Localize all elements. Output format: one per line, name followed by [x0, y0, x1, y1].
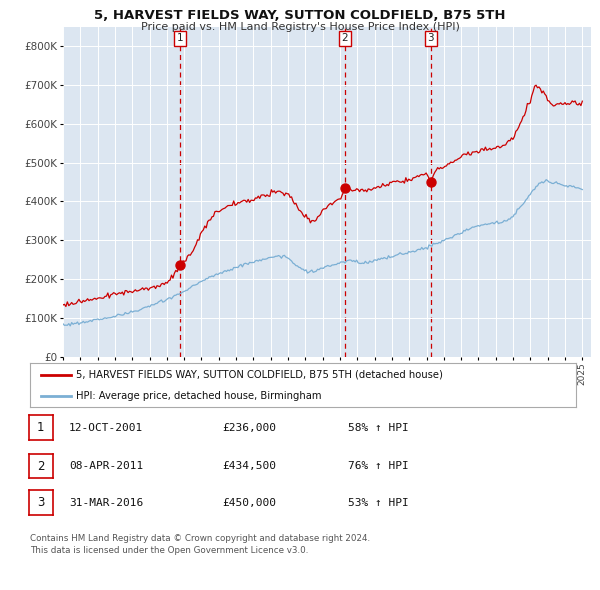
Text: Contains HM Land Registry data © Crown copyright and database right 2024.
This d: Contains HM Land Registry data © Crown c… [30, 534, 370, 555]
Text: 2: 2 [37, 460, 44, 473]
Text: 58% ↑ HPI: 58% ↑ HPI [348, 423, 409, 432]
Text: 1: 1 [177, 33, 184, 43]
Text: £434,500: £434,500 [222, 461, 276, 471]
Text: £450,000: £450,000 [222, 498, 276, 507]
Text: £236,000: £236,000 [222, 423, 276, 432]
Text: 31-MAR-2016: 31-MAR-2016 [69, 498, 143, 507]
Text: 76% ↑ HPI: 76% ↑ HPI [348, 461, 409, 471]
Text: 5, HARVEST FIELDS WAY, SUTTON COLDFIELD, B75 5TH: 5, HARVEST FIELDS WAY, SUTTON COLDFIELD,… [94, 9, 506, 22]
Text: 53% ↑ HPI: 53% ↑ HPI [348, 498, 409, 507]
Text: 08-APR-2011: 08-APR-2011 [69, 461, 143, 471]
Text: HPI: Average price, detached house, Birmingham: HPI: Average price, detached house, Birm… [76, 391, 322, 401]
Text: 5, HARVEST FIELDS WAY, SUTTON COLDFIELD, B75 5TH (detached house): 5, HARVEST FIELDS WAY, SUTTON COLDFIELD,… [76, 370, 443, 380]
Text: 2: 2 [341, 33, 348, 43]
Text: 3: 3 [37, 496, 44, 509]
Text: 3: 3 [428, 33, 434, 43]
Text: Price paid vs. HM Land Registry's House Price Index (HPI): Price paid vs. HM Land Registry's House … [140, 22, 460, 32]
Text: 1: 1 [37, 421, 44, 434]
Text: 12-OCT-2001: 12-OCT-2001 [69, 423, 143, 432]
